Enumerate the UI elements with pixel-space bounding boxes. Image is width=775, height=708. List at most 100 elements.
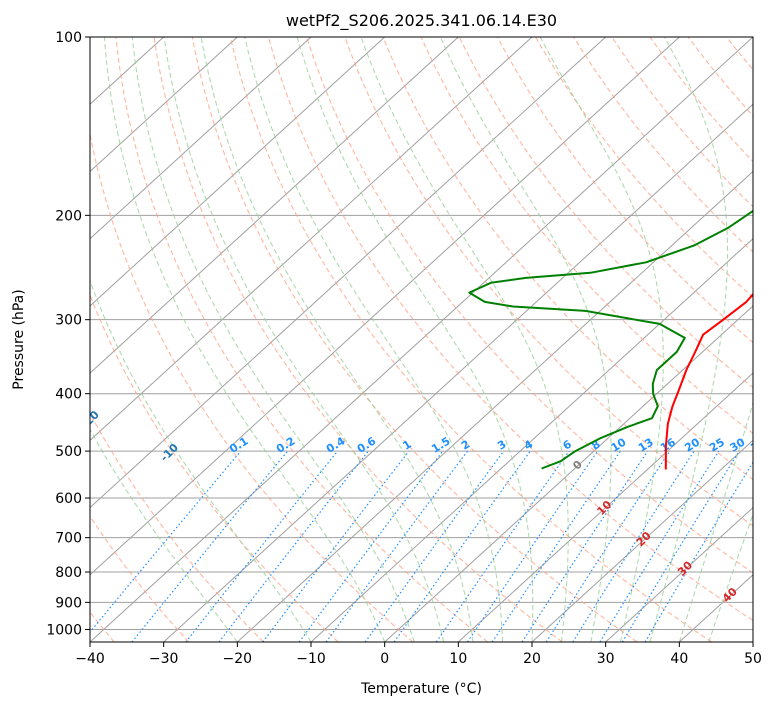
mixing-ratio-line — [393, 450, 531, 642]
mixing-ratio-label: 16 — [658, 435, 678, 454]
mixing-ratio-label: 1 — [400, 438, 413, 453]
mixing-ratio-line — [599, 450, 720, 642]
moist-adiabat-line — [649, 37, 729, 642]
x-axis-label: Temperature (°C) — [360, 681, 482, 697]
mixing-ratio-label: 0.2 — [274, 434, 297, 455]
mixing-ratio-line — [90, 450, 242, 634]
isotherm-line — [90, 37, 238, 173]
mixing-ratio-line — [262, 450, 410, 642]
dry-adiabat-line — [496, 37, 753, 344]
mixing-ratio-line — [131, 450, 289, 642]
x-tick-label: −20 — [223, 651, 253, 667]
isotherm-line — [384, 305, 753, 642]
mixing-ratio-label: 3 — [495, 438, 508, 453]
isotherm-line — [90, 37, 533, 442]
isotherm-line — [90, 37, 312, 240]
dry-adiabat-line — [458, 37, 753, 389]
isotherm-line — [90, 37, 680, 576]
y-tick-label: 400 — [55, 387, 82, 403]
isotherm-line — [531, 439, 753, 642]
moist-adiabat-line — [678, 401, 753, 642]
isotherm-line — [236, 170, 753, 642]
moist-adiabat-line — [103, 37, 386, 642]
x-tick-label: −40 — [75, 651, 105, 667]
y-axis-label: Pressure (hPa) — [11, 289, 27, 389]
dewpoint-profile-line — [468, 209, 753, 470]
dry-adiabat-line — [725, 37, 753, 71]
x-tick-label: 40 — [670, 651, 688, 667]
mixing-ratio-label: 1.5 — [429, 434, 452, 455]
x-tick-label: 10 — [449, 651, 467, 667]
moist-adiabat-line — [244, 37, 504, 642]
mixing-ratio-line — [545, 450, 671, 642]
moist-adiabat-line — [163, 37, 445, 642]
dry-adiabat-line — [344, 37, 753, 527]
dry-adiabat-line — [765, 37, 775, 642]
moist-adiabat-line — [131, 37, 415, 642]
isotherm-line — [90, 37, 753, 642]
y-tick-label: 700 — [55, 531, 82, 547]
temperature-profile-line — [664, 292, 753, 470]
y-tick-label: 900 — [55, 595, 82, 611]
isotherm-line — [457, 372, 753, 642]
dry-adiabat-line — [115, 37, 488, 642]
isotherm-line — [752, 641, 753, 642]
x-tick-label: −10 — [296, 651, 326, 667]
moist-adiabat-line — [708, 512, 753, 642]
y-tick-label: 500 — [55, 444, 82, 460]
plot-frame — [89, 36, 754, 643]
mixing-ratio-label: 25 — [707, 436, 727, 455]
dry-adiabat-line — [382, 37, 753, 481]
mixing-ratio-line — [572, 450, 695, 642]
mixing-ratio-label: 0.6 — [355, 434, 379, 456]
x-tick-label: −30 — [149, 651, 179, 667]
y-tick-label: 300 — [55, 313, 82, 329]
mixing-ratio-line — [218, 450, 369, 642]
mixing-ratio-line — [364, 450, 505, 642]
mixing-ratio-line — [491, 450, 621, 642]
dry-adiabat-line — [229, 37, 713, 642]
moist-adiabat-line — [296, 37, 534, 642]
dry-adiabat-line — [420, 37, 753, 435]
x-tick-label: 50 — [744, 651, 762, 667]
y-tick-label: 100 — [55, 30, 82, 46]
dry-adiabat-line — [611, 37, 753, 208]
moist-adiabat-line — [439, 37, 612, 642]
x-tick-label: 20 — [523, 651, 541, 667]
mixing-ratio-label: 10 — [609, 435, 629, 454]
isotherm-line — [605, 506, 753, 642]
mixing-ratio-label: 6 — [561, 437, 575, 452]
isotherm-line — [90, 37, 459, 374]
y-tick-label: 600 — [55, 491, 82, 507]
dry-adiabat-line — [191, 37, 638, 642]
dry-adiabat-line — [535, 37, 753, 298]
dry-adiabat-line — [90, 412, 264, 642]
moist-adiabat-line — [539, 37, 664, 642]
chart-title: wetPf2_S206.2025.341.06.14.E30 — [286, 11, 557, 31]
mixing-ratio-label: 0.1 — [227, 434, 250, 455]
moist-adiabat-line — [200, 37, 474, 642]
mixing-ratio-label: 36 — [748, 435, 768, 454]
y-tick-label: 200 — [55, 208, 82, 224]
mixing-ratio-line — [467, 450, 599, 642]
mixing-ratio-line — [185, 450, 339, 642]
dry-adiabat-line — [573, 37, 753, 253]
dry-adiabat-line — [306, 37, 753, 574]
mixing-ratio-line — [644, 461, 753, 642]
mixing-ratio-label: 0.4 — [324, 434, 348, 456]
mixing-ratio-line — [325, 450, 468, 642]
isotherm-line — [90, 37, 607, 509]
mixing-ratio-line — [621, 450, 740, 642]
x-tick-label: 0 — [380, 651, 389, 667]
isotherm-line — [90, 37, 386, 307]
y-tick-label: 800 — [55, 565, 82, 581]
moist-adiabat-line — [360, 37, 569, 642]
mixing-ratio-label: 2 — [459, 438, 472, 453]
dry-adiabat-line — [90, 515, 190, 642]
moist-adiabat-line — [90, 428, 238, 642]
dry-adiabat-line — [649, 37, 753, 163]
mixing-ratio-label: 13 — [636, 436, 656, 455]
mixing-ratio-label: 30 — [728, 435, 748, 454]
x-tick-label: 30 — [597, 651, 615, 667]
